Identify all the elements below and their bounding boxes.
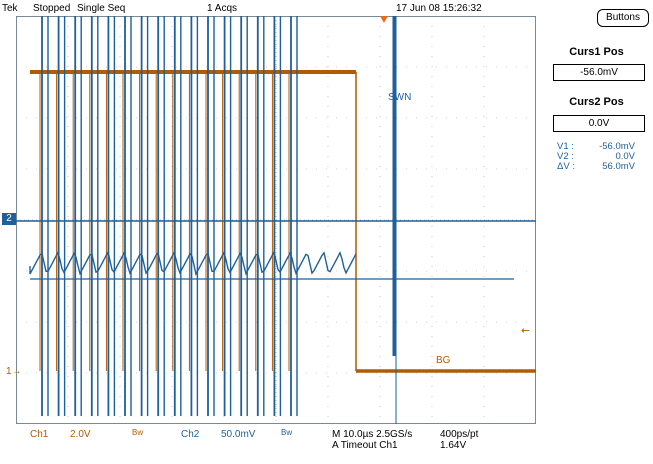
curs2-pos-label: Curs2 Pos — [569, 96, 624, 108]
resolution-readout: 400ps/pt — [440, 429, 479, 440]
ch2-ground-marker[interactable]: 2 — [2, 213, 16, 225]
curs1-pos-label: Curs1 Pos — [569, 46, 624, 58]
settings-bar: Ch1 2.0V Bw Ch2 50.0mV Bw M 10.0µs 2.5GS… — [0, 425, 540, 464]
ch2-label[interactable]: Ch2 — [181, 429, 200, 440]
readout-v1: V1 : -56.0mV — [557, 141, 635, 152]
acquisition-mode: Single Seq — [77, 3, 126, 14]
ch2-waveform — [16, 16, 536, 424]
ch1-bandwidth-icon: Bw — [132, 428, 144, 437]
readout-delta: ΔV :56.0mV — [557, 161, 635, 172]
ch2-scale[interactable]: 50.0mV — [221, 429, 256, 440]
date-time: 17 Jun 08 15:26:32 — [396, 3, 482, 14]
acquisition-count: 1 Acqs — [207, 3, 238, 14]
status-bar: Tek Stopped Single Seq 1 Acqs 17 Jun 08 … — [0, 0, 540, 16]
brand-label: Tek — [2, 3, 18, 14]
graticule-border — [16, 16, 536, 424]
trigger-position-marker — [380, 16, 388, 23]
cursor-panel: Buttons Curs1 Pos -56.0mV Curs2 Pos 0.0V… — [540, 0, 653, 464]
ch1-label[interactable]: Ch1 — [30, 429, 49, 440]
trigger-level-marker: ← — [521, 324, 530, 337]
trigger-level-readout: 1.64V — [440, 440, 467, 451]
acquisition-state: Stopped — [33, 3, 71, 14]
waveform-display[interactable]: SWN BG ← — [16, 16, 536, 424]
swn-label: SWN — [388, 92, 411, 103]
ch2-marker-label: 2 — [6, 213, 12, 224]
ch2-bandwidth-icon: Bw — [281, 428, 293, 437]
ch1-scale[interactable]: 2.0V — [70, 429, 91, 440]
cursor-readout: V1 : -56.0mV V2 :0.0V ΔV :56.0mV — [557, 142, 635, 172]
ch1-ground-marker[interactable]: 1→ — [6, 366, 22, 377]
timebase-readout[interactable]: M 10.0µs 2.5GS/s — [332, 429, 413, 440]
curs1-pos-field[interactable]: -56.0mV — [553, 64, 645, 81]
buttons-button[interactable]: Buttons — [597, 9, 649, 27]
curs2-pos-field[interactable]: 0.0V — [553, 115, 645, 132]
bg-label: BG — [436, 355, 451, 366]
readout-v2: V2 :0.0V — [557, 151, 635, 162]
ch1-marker-label: 1 — [6, 366, 12, 377]
trigger-mode-readout[interactable]: A Timeout Ch1 — [332, 440, 398, 451]
